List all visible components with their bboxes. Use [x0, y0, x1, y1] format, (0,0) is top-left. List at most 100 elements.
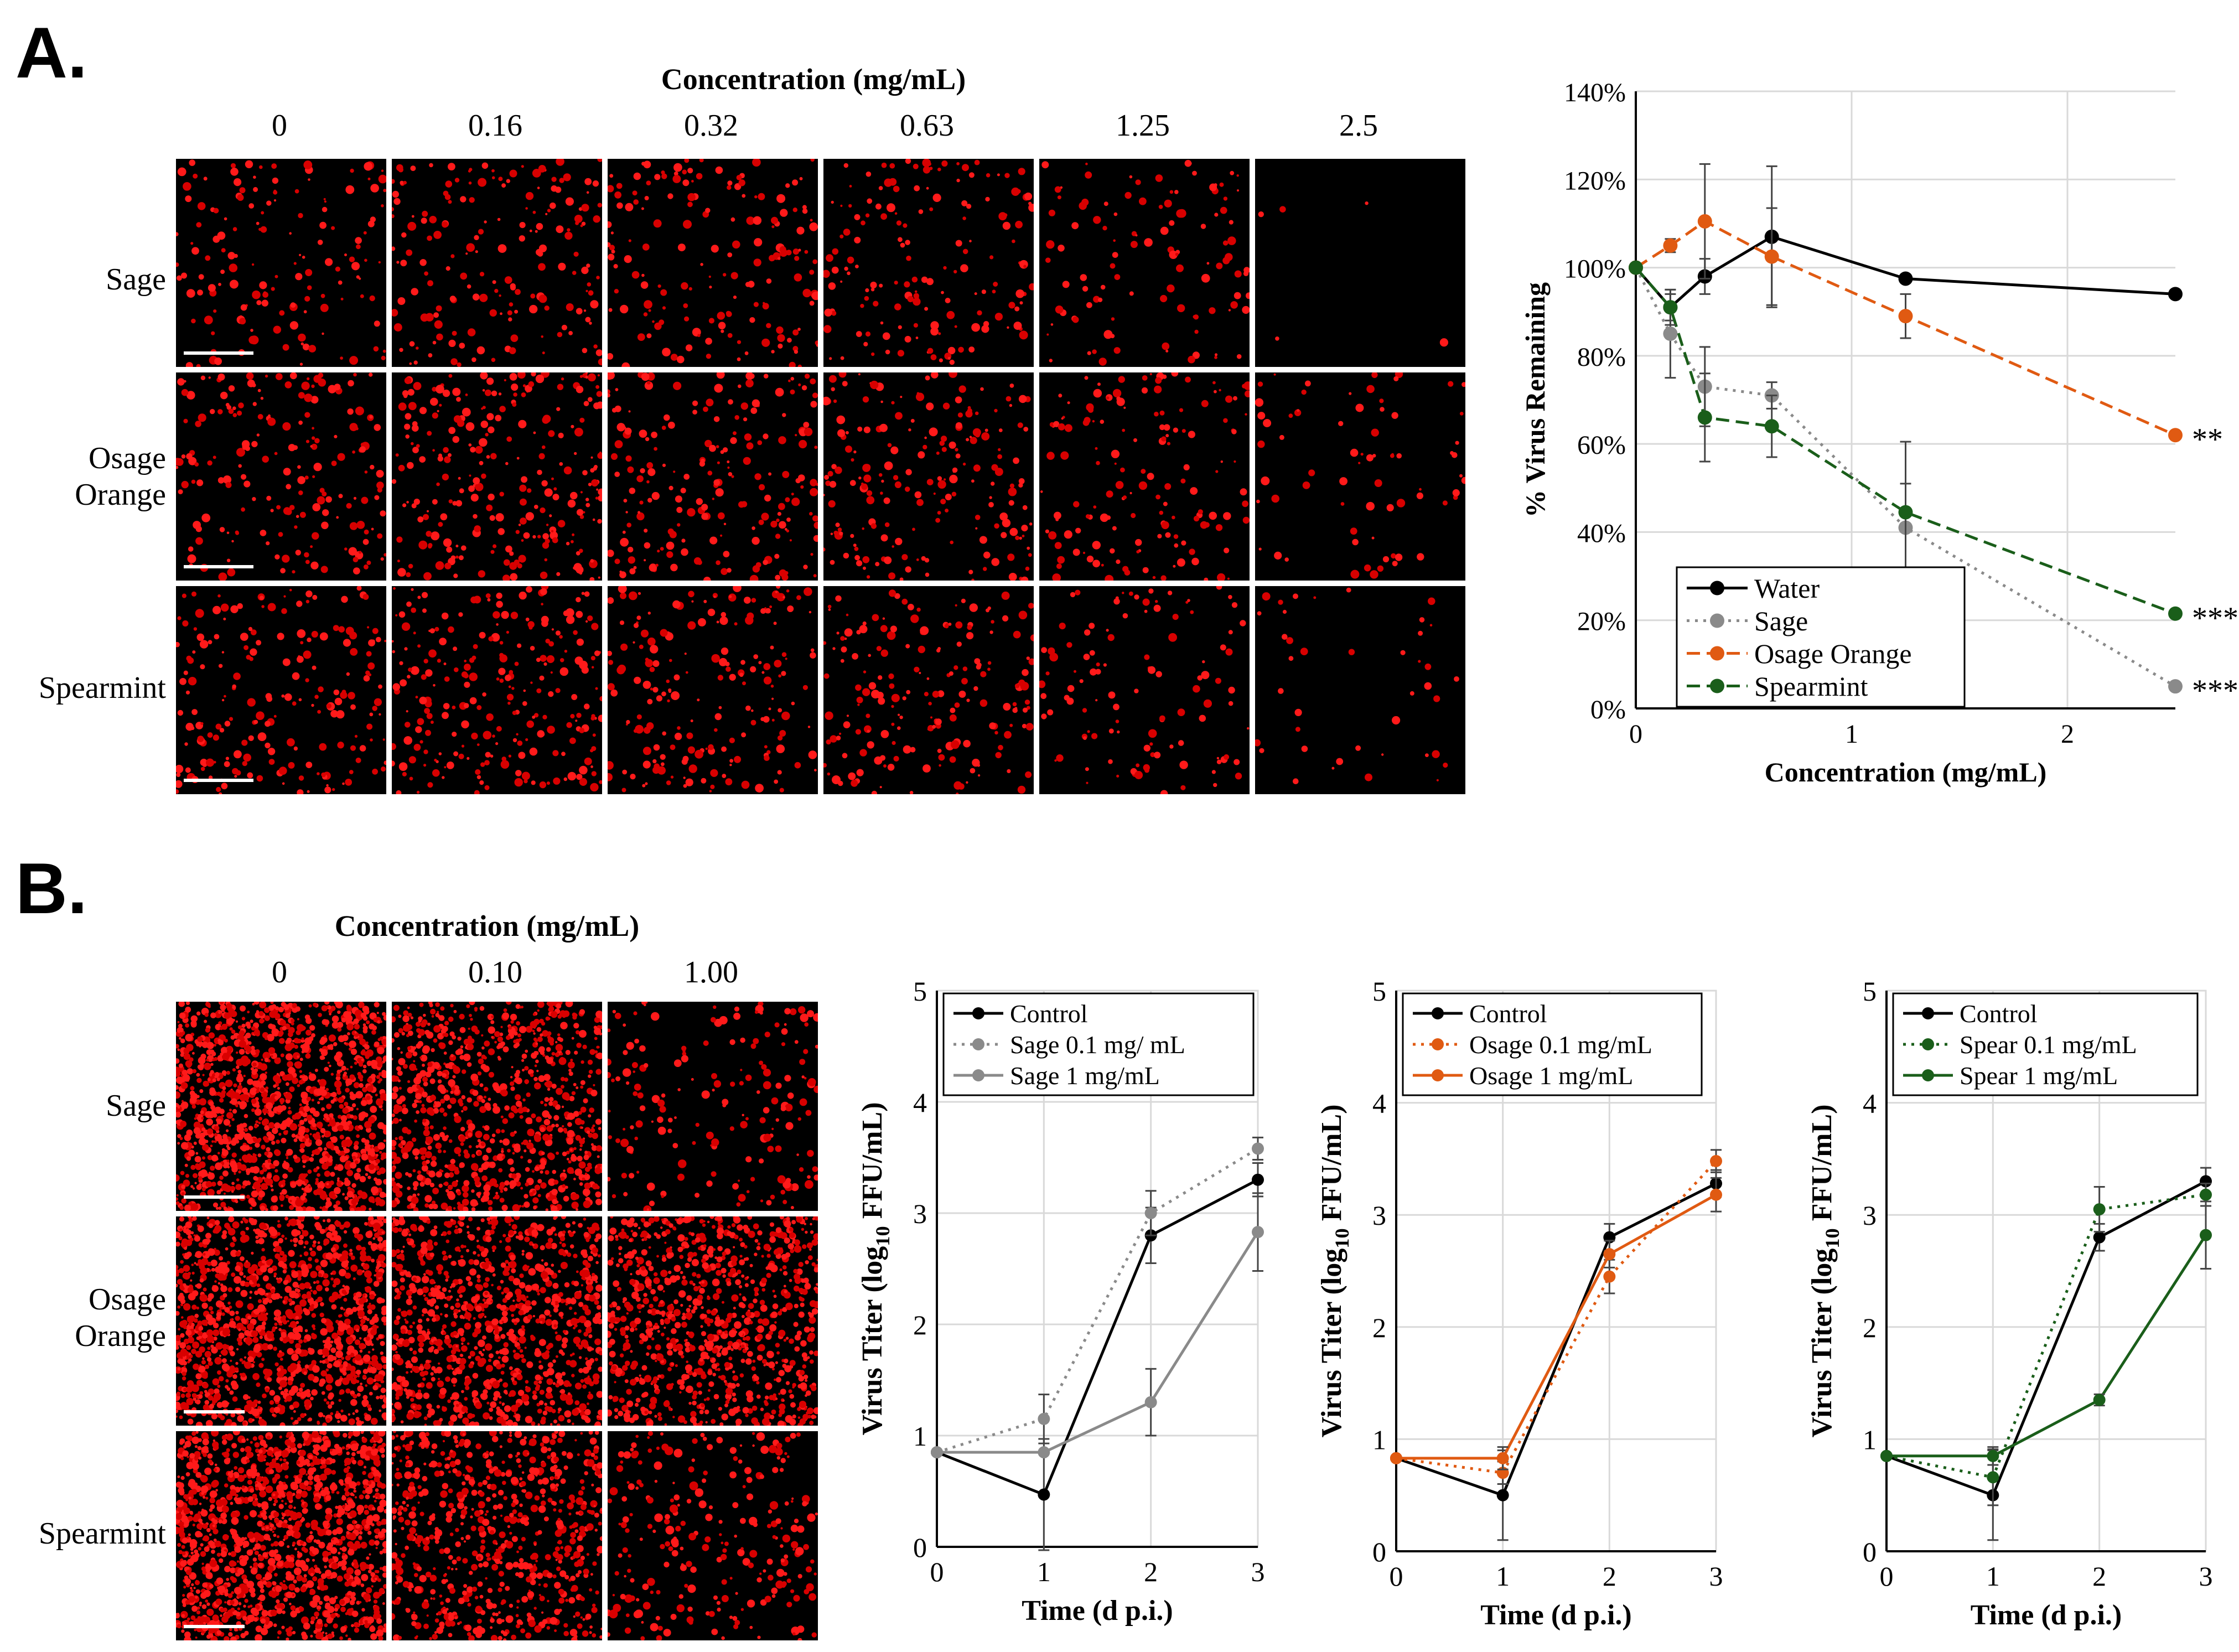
fluorescent-focus	[949, 359, 955, 365]
fluorescent-focus	[448, 339, 456, 347]
fluorescent-focus	[1360, 453, 1364, 456]
fluorescent-focus	[299, 1070, 302, 1073]
fluorescent-focus	[851, 458, 854, 462]
fluorescent-focus	[975, 527, 978, 530]
fluorescent-focus	[530, 1073, 534, 1078]
fluorescent-focus	[252, 1062, 257, 1067]
fluorescent-focus	[921, 276, 928, 283]
fluorescent-focus	[1177, 304, 1185, 313]
data-point	[1038, 1488, 1050, 1501]
fluorescent-focus	[913, 293, 919, 299]
y-tick-label: 20%	[1577, 607, 1626, 636]
fluorescent-focus	[321, 521, 329, 530]
fluorescent-focus	[329, 1113, 334, 1118]
fluorescent-focus	[547, 726, 555, 734]
fluorescent-focus	[746, 216, 755, 225]
fluorescent-focus	[837, 429, 846, 437]
data-point	[2168, 287, 2183, 302]
fluorescent-focus	[901, 598, 908, 605]
fluorescent-focus	[525, 1167, 530, 1172]
fluorescent-focus	[260, 530, 267, 536]
fluorescent-focus	[1366, 501, 1375, 511]
fluorescent-focus	[517, 643, 522, 648]
fluorescent-focus	[220, 391, 228, 400]
fluorescent-focus	[1242, 305, 1250, 314]
fluorescent-focus	[949, 756, 956, 763]
fluorescent-focus	[297, 1084, 300, 1087]
fluorescent-focus	[370, 1059, 378, 1067]
fluorescent-focus	[732, 240, 740, 249]
fluorescent-focus	[191, 709, 198, 715]
fluorescent-focus	[1273, 373, 1276, 376]
y-tick-label: 2	[1863, 1312, 1877, 1343]
fluorescent-focus	[856, 696, 863, 703]
fluorescent-focus	[796, 595, 801, 600]
fluorescent-focus	[1392, 716, 1401, 725]
fluorescent-focus	[938, 754, 945, 761]
fluorescent-focus	[383, 1180, 386, 1185]
fluorescent-focus	[279, 1097, 285, 1104]
x-tick-label: 0	[1629, 719, 1642, 749]
fluorescent-focus	[380, 510, 386, 517]
fluorescent-focus	[1046, 240, 1055, 249]
fluorescent-focus	[251, 1045, 255, 1050]
fluorescent-focus	[687, 746, 695, 754]
fluorescent-focus	[1136, 763, 1140, 768]
fluorescent-focus	[278, 1007, 284, 1013]
fluorescent-focus	[975, 432, 981, 438]
fluorescent-focus	[1019, 301, 1023, 305]
fluorescent-focus	[1002, 615, 1009, 622]
fluorescent-focus	[344, 1139, 353, 1147]
fluorescent-focus	[442, 776, 445, 779]
fluorescent-focus	[734, 755, 742, 763]
fluorescent-focus	[183, 418, 188, 423]
fluorescent-focus	[234, 750, 242, 759]
fluorescent-focus	[266, 1131, 272, 1137]
fluorescent-focus	[559, 462, 563, 466]
fluorescent-focus	[496, 726, 502, 732]
fluorescent-focus	[227, 1090, 236, 1098]
fluorescent-focus	[366, 723, 373, 730]
fluorescent-focus	[364, 1112, 369, 1117]
fluorescent-focus	[903, 745, 911, 754]
fluorescent-focus	[1138, 481, 1148, 490]
micrograph-tile	[392, 372, 602, 581]
fluorescent-focus	[717, 675, 724, 681]
fluorescent-focus	[330, 1163, 333, 1166]
fluorescent-focus	[969, 603, 978, 612]
fluorescent-focus	[1105, 574, 1114, 581]
fluorescent-focus	[751, 399, 760, 407]
fluorescent-focus	[176, 1044, 179, 1049]
fluorescent-focus	[198, 413, 206, 422]
fluorescent-focus	[1257, 440, 1265, 448]
fluorescent-focus	[1095, 699, 1098, 702]
fluorescent-focus	[896, 220, 902, 226]
fluorescent-focus	[500, 312, 502, 315]
fluorescent-focus	[475, 1145, 479, 1148]
fluorescent-focus	[517, 1033, 521, 1038]
fluorescent-focus	[716, 445, 719, 448]
fluorescent-focus	[556, 225, 564, 234]
fluorescent-focus	[646, 180, 651, 185]
fluorescent-focus	[833, 530, 838, 535]
fluorescent-focus	[305, 1017, 312, 1024]
fluorescent-focus	[556, 572, 561, 576]
fluorescent-focus	[476, 743, 480, 746]
fluorescent-focus	[1131, 512, 1136, 519]
fluorescent-focus	[250, 1019, 253, 1023]
fluorescent-focus	[1106, 490, 1113, 498]
fluorescent-focus	[1147, 473, 1154, 480]
fluorescent-focus	[369, 1208, 372, 1211]
fluorescent-focus	[314, 438, 320, 444]
fluorescent-focus	[458, 1153, 461, 1157]
fluorescent-focus	[802, 685, 808, 690]
fluorescent-focus	[372, 706, 377, 711]
fluorescent-focus	[274, 275, 278, 278]
fluorescent-focus	[745, 616, 754, 625]
fluorescent-focus	[633, 641, 635, 644]
fluorescent-focus	[840, 659, 844, 663]
fluorescent-focus	[419, 407, 427, 415]
fluorescent-focus	[681, 283, 686, 288]
fluorescent-focus	[345, 779, 353, 786]
fluorescent-focus	[232, 768, 239, 775]
